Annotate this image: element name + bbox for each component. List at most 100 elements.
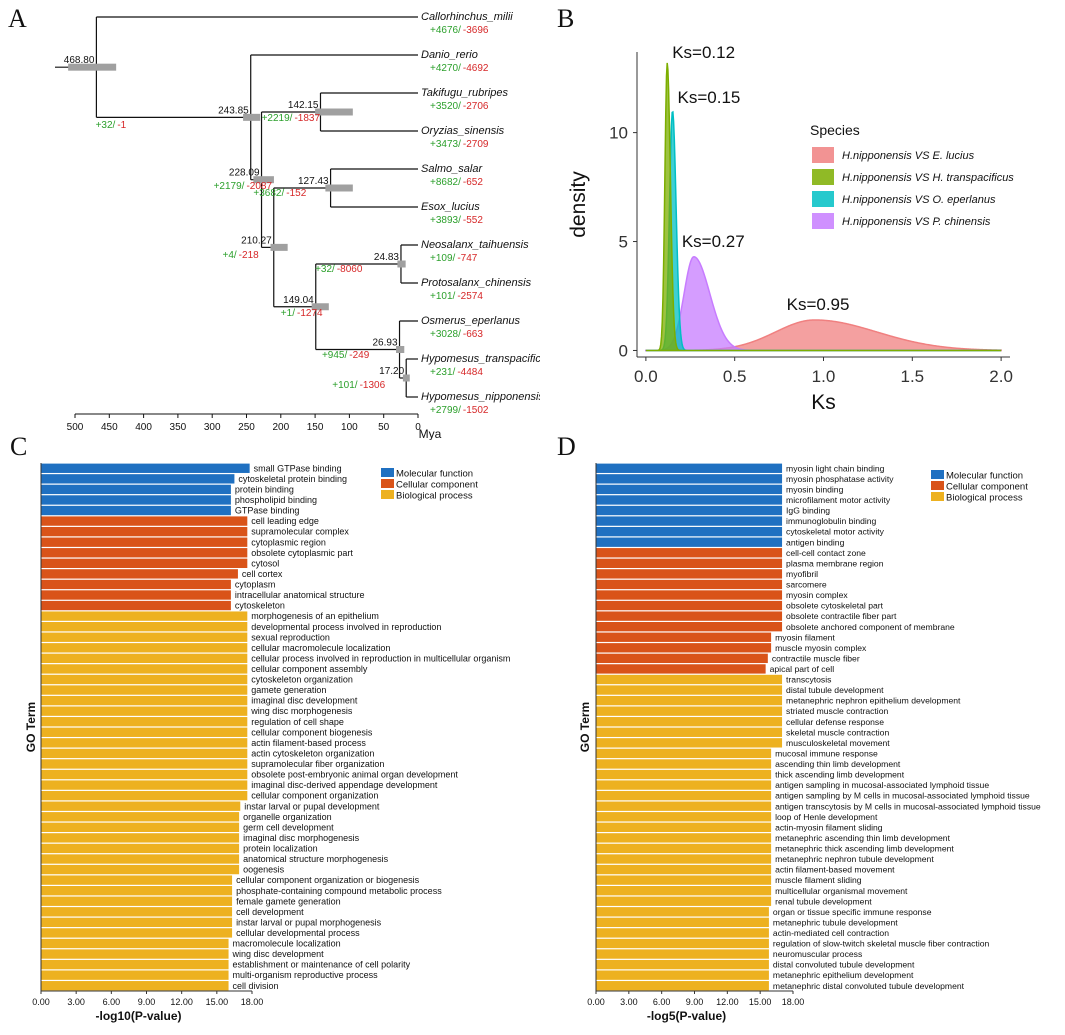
go-term-label: cellular defense response bbox=[786, 717, 884, 727]
go-bar bbox=[41, 579, 231, 590]
go-bar bbox=[41, 558, 248, 568]
x-tick-label: 12.00 bbox=[716, 997, 739, 1007]
go-term-label: cell development bbox=[236, 907, 304, 917]
gene-gain: +3028/ bbox=[430, 329, 461, 340]
go-term-label: metanephric distal convoluted tubule dev… bbox=[773, 981, 965, 991]
legend-swatch bbox=[812, 191, 834, 207]
go-bar bbox=[41, 917, 233, 928]
go-term-label: multicellular organismal movement bbox=[775, 886, 908, 896]
go-term-label: actin-mediated cell contraction bbox=[773, 928, 889, 938]
node-age-label: 243.85 bbox=[218, 105, 249, 116]
go-term-label: sexual reproduction bbox=[251, 632, 330, 642]
go-bar bbox=[596, 590, 783, 600]
y-tick-label: 0 bbox=[619, 341, 628, 360]
y-axis-title: density bbox=[567, 171, 590, 238]
go-term-label: actin-myosin filament sliding bbox=[775, 822, 883, 832]
node-age-label: 24.83 bbox=[374, 252, 399, 263]
x-tick-label: 2.0 bbox=[989, 367, 1013, 386]
time-axis-tick-label: 200 bbox=[272, 422, 289, 433]
taxon-label: Oryzias_sinensis bbox=[421, 125, 505, 137]
go-bar bbox=[596, 790, 772, 801]
node-ci-bar bbox=[68, 63, 117, 71]
go-bar bbox=[41, 759, 248, 769]
go-bar bbox=[596, 833, 772, 843]
go-bar bbox=[41, 970, 229, 980]
go-term-label: obsolete anchored component of membrane bbox=[786, 622, 955, 632]
x-tick-label: 9.00 bbox=[138, 997, 156, 1007]
go-term-label: transcytosis bbox=[786, 675, 831, 685]
go-bar bbox=[596, 495, 783, 505]
go-term-label: microfilament motor activity bbox=[786, 495, 891, 505]
go-term-label: neuromuscular process bbox=[773, 949, 862, 959]
x-tick-label: 18.00 bbox=[241, 997, 264, 1007]
go-term-label: skeletal muscle contraction bbox=[786, 727, 889, 737]
x-tick-label: 3.00 bbox=[620, 997, 638, 1007]
legend-swatch bbox=[931, 470, 944, 479]
go-term-label: myosin light chain binding bbox=[786, 463, 885, 473]
go-term-label: plasma membrane region bbox=[786, 558, 884, 568]
go-bar bbox=[41, 727, 248, 737]
x-tick-label: 1.0 bbox=[812, 367, 836, 386]
legend-swatch bbox=[381, 468, 394, 477]
go-bar bbox=[41, 801, 241, 811]
taxon-label: Osmerus_eperlanus bbox=[421, 315, 521, 327]
go-term-label: supramolecular complex bbox=[251, 527, 349, 537]
go-term-label: cell leading edge bbox=[251, 516, 319, 526]
go-term-label: phospholipid binding bbox=[235, 495, 317, 505]
go-bar bbox=[41, 474, 235, 484]
node-gene-change: +2179/-2087 bbox=[214, 181, 273, 192]
legend-label: Cellular component bbox=[946, 482, 1028, 493]
go-bar bbox=[596, 938, 769, 949]
go-term-label: thick ascending limb development bbox=[775, 770, 905, 780]
x-tick-label: 18.00 bbox=[782, 997, 805, 1007]
go-bar bbox=[41, 886, 233, 896]
go-term-label: distal convoluted tubule development bbox=[773, 960, 915, 970]
go-bar bbox=[41, 822, 240, 832]
peak-label: Ks=0.27 bbox=[682, 232, 745, 251]
go-bar bbox=[41, 463, 250, 473]
go-term-label: instar larval or pupal development bbox=[244, 801, 380, 811]
go-term-label: myosin binding bbox=[786, 484, 844, 494]
node-gene-change: +945/-249 bbox=[322, 350, 370, 361]
go-term-label: IgG binding bbox=[786, 506, 830, 516]
go-bar bbox=[596, 727, 783, 737]
tip-gene-change: +8682/-652 bbox=[430, 177, 483, 188]
go-term-label: morphogenesis of an epithelium bbox=[251, 611, 379, 621]
x-axis-title: -log5(P-value) bbox=[647, 1009, 726, 1023]
gene-gain: +32/ bbox=[315, 264, 335, 275]
go-term-label: cell cortex bbox=[242, 569, 283, 579]
go-term-label: mucosal immune response bbox=[775, 748, 878, 758]
go-term-label: germ cell development bbox=[243, 822, 334, 832]
go-term-label: metanephric tubule development bbox=[773, 917, 898, 927]
go-term-label: regulation of cell shape bbox=[251, 717, 344, 727]
legend-label: H.nipponensis VS O. eperlanus bbox=[842, 194, 996, 206]
go-bar bbox=[596, 685, 783, 695]
gene-loss: -249 bbox=[349, 350, 369, 361]
tip-gene-change: +4270/-4692 bbox=[430, 63, 489, 74]
y-tick-label: 10 bbox=[609, 124, 628, 143]
go-term-label: small GTPase binding bbox=[254, 463, 342, 473]
x-tick-label: 0.00 bbox=[32, 997, 50, 1007]
go-term-label: developmental process involved in reprod… bbox=[251, 622, 441, 632]
node-age-label: 228.09 bbox=[229, 168, 260, 179]
go-term-label: actin filament-based movement bbox=[775, 865, 895, 875]
y-tick-label: 5 bbox=[619, 233, 628, 252]
go-term-label: female gamete generation bbox=[236, 896, 341, 906]
go-term-label: musculoskeletal movement bbox=[786, 738, 890, 748]
gene-gain: +109/ bbox=[430, 253, 456, 264]
go-bar bbox=[41, 717, 248, 727]
tip-gene-change: +101/-2574 bbox=[430, 291, 483, 302]
go-term-label: metanephric thick ascending limb develop… bbox=[775, 844, 954, 854]
time-axis-tick-label: 250 bbox=[238, 422, 255, 433]
legend-swatch bbox=[812, 213, 834, 229]
go-bar bbox=[41, 769, 248, 780]
gene-loss: -2087 bbox=[246, 181, 272, 192]
y-axis-title: GO Term bbox=[24, 702, 38, 752]
go-bar bbox=[41, 938, 229, 949]
go-bar bbox=[596, 780, 772, 790]
peak-label: Ks=0.95 bbox=[787, 295, 850, 314]
node-gene-change: +4/-218 bbox=[222, 250, 259, 261]
node-age-label: 17.20 bbox=[379, 366, 404, 377]
go-bar bbox=[596, 548, 783, 558]
node-age-label: 210.27 bbox=[241, 235, 272, 246]
